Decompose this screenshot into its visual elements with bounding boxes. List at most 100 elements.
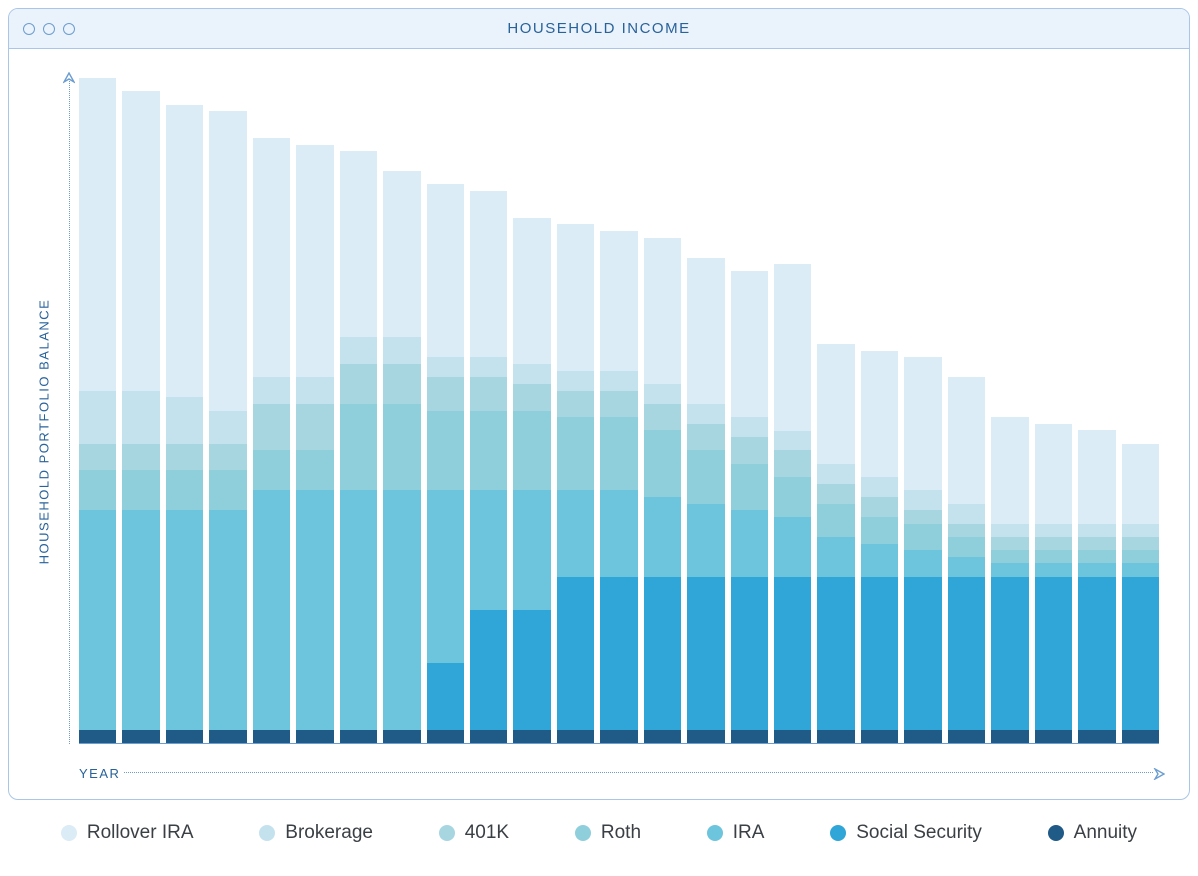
- bar: [340, 151, 377, 743]
- bar-segment-roth: [427, 411, 464, 491]
- bar: [687, 258, 724, 743]
- bar-segment-ira: [122, 510, 159, 729]
- bar-segment-rollover_ira: [600, 231, 637, 371]
- bar-plot: [79, 79, 1159, 744]
- bar-segment-rollover_ira: [774, 264, 811, 430]
- bar-segment-brokerage: [427, 357, 464, 377]
- bar-segment-brokerage: [470, 357, 507, 377]
- legend-swatch-icon: [61, 825, 77, 841]
- bar-segment-k401: [1078, 537, 1115, 550]
- bar-segment-k401: [122, 444, 159, 471]
- bar-segment-roth: [383, 404, 420, 490]
- bar-segment-rollover_ira: [948, 377, 985, 503]
- bar-segment-k401: [817, 484, 854, 504]
- bar-segment-social_security: [774, 577, 811, 730]
- bar-segment-rollover_ira: [861, 351, 898, 477]
- bar-segment-ira: [731, 510, 768, 577]
- bar-segment-ira: [600, 490, 637, 576]
- bar-segment-k401: [470, 377, 507, 410]
- bar-segment-roth: [1122, 550, 1159, 563]
- bar-segment-k401: [687, 424, 724, 451]
- bar-segment-roth: [991, 550, 1028, 563]
- bar-segment-annuity: [209, 730, 246, 743]
- bar-segment-annuity: [296, 730, 333, 743]
- bar-segment-k401: [340, 364, 377, 404]
- bar-segment-brokerage: [687, 404, 724, 424]
- legend-label: IRA: [733, 822, 765, 844]
- bar-segment-roth: [904, 524, 941, 551]
- legend-item-annuity: Annuity: [1048, 822, 1137, 844]
- bar-segment-social_security: [513, 610, 550, 730]
- legend-swatch-icon: [259, 825, 275, 841]
- bar-segment-social_security: [600, 577, 637, 730]
- bar-segment-brokerage: [166, 397, 203, 444]
- bar-segment-social_security: [861, 577, 898, 730]
- bar-segment-k401: [513, 384, 550, 411]
- chart-window: HOUSEHOLD INCOME HOUSEHOLD PORTFOLIO BAL…: [8, 8, 1190, 800]
- bar-segment-annuity: [861, 730, 898, 743]
- bar-segment-ira: [861, 544, 898, 577]
- legend-swatch-icon: [439, 825, 455, 841]
- bar-segment-social_security: [1035, 577, 1072, 730]
- bar-segment-ira: [209, 510, 246, 729]
- bar-segment-annuity: [557, 730, 594, 743]
- bar-segment-brokerage: [513, 364, 550, 384]
- bar-segment-ira: [904, 550, 941, 577]
- y-axis-line: [69, 79, 70, 744]
- bar-segment-rollover_ira: [991, 417, 1028, 523]
- legend-swatch-icon: [575, 825, 591, 841]
- bar-segment-brokerage: [383, 337, 420, 364]
- bar-segment-social_security: [991, 577, 1028, 730]
- bar-segment-brokerage: [731, 417, 768, 437]
- bar: [991, 417, 1028, 743]
- bar: [817, 344, 854, 743]
- bar-segment-rollover_ira: [557, 224, 594, 370]
- bar-segment-annuity: [948, 730, 985, 743]
- bar-segment-k401: [79, 444, 116, 471]
- bar-segment-social_security: [1078, 577, 1115, 730]
- bar-segment-annuity: [731, 730, 768, 743]
- bar-segment-brokerage: [340, 337, 377, 364]
- bar: [1078, 430, 1115, 743]
- bar: [209, 111, 246, 743]
- bar-segment-k401: [1035, 537, 1072, 550]
- bar-segment-ira: [774, 517, 811, 577]
- bar: [427, 184, 464, 743]
- bar-segment-annuity: [383, 730, 420, 743]
- bar-segment-brokerage: [817, 464, 854, 484]
- bar-segment-k401: [166, 444, 203, 471]
- bar-segment-k401: [600, 391, 637, 418]
- bar-segment-k401: [253, 404, 290, 451]
- bar-segment-brokerage: [79, 391, 116, 444]
- bar-segment-k401: [991, 537, 1028, 550]
- bar-segment-brokerage: [209, 411, 246, 444]
- legend-item-roth: Roth: [575, 822, 641, 844]
- bar: [470, 191, 507, 743]
- bar-segment-ira: [817, 537, 854, 577]
- bar-segment-roth: [1035, 550, 1072, 563]
- legend-item-brokerage: Brokerage: [259, 822, 373, 844]
- bar-segment-rollover_ira: [383, 171, 420, 337]
- bar-segment-social_security: [1122, 577, 1159, 730]
- bar-segment-brokerage: [644, 384, 681, 404]
- bar-segment-roth: [209, 470, 246, 510]
- bar-segment-annuity: [991, 730, 1028, 743]
- bar-segment-rollover_ira: [209, 111, 246, 410]
- bar-segment-social_security: [948, 577, 985, 730]
- bar-segment-rollover_ira: [253, 138, 290, 377]
- bar-segment-annuity: [79, 730, 116, 743]
- bar-segment-brokerage: [122, 391, 159, 444]
- legend-label: Brokerage: [285, 822, 373, 844]
- bar-segment-roth: [948, 537, 985, 557]
- bar-segment-annuity: [513, 730, 550, 743]
- bar-segment-rollover_ira: [1122, 444, 1159, 524]
- bar-segment-annuity: [340, 730, 377, 743]
- legend-item-ira: IRA: [707, 822, 765, 844]
- bar-segment-social_security: [731, 577, 768, 730]
- bar: [774, 264, 811, 743]
- bar: [166, 105, 203, 743]
- bar-segment-roth: [470, 411, 507, 491]
- bar-segment-k401: [383, 364, 420, 404]
- bar-segment-ira: [253, 490, 290, 729]
- bar-segment-k401: [209, 444, 246, 471]
